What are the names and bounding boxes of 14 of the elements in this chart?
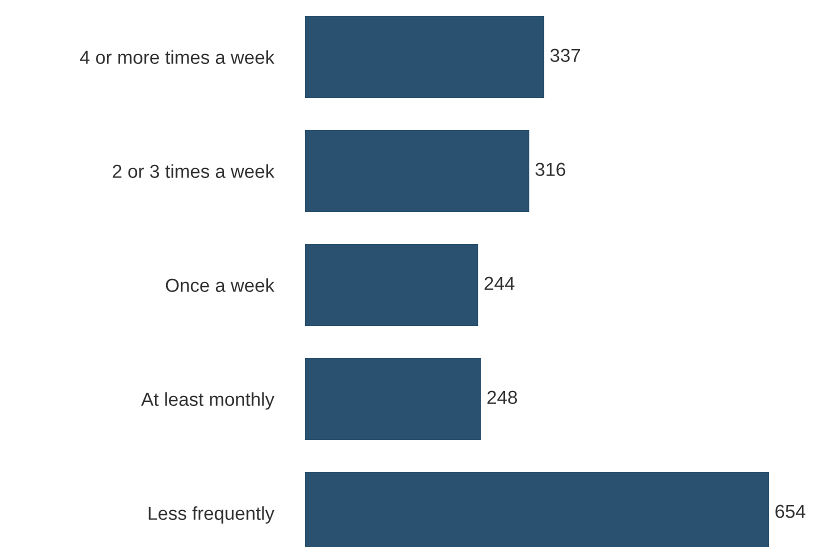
data-label: 248 — [487, 390, 517, 404]
data-label: 244 — [484, 276, 514, 290]
bar — [305, 130, 530, 212]
data-label: 654 — [776, 504, 806, 518]
bar — [305, 358, 481, 440]
y-tick-label: At least monthly — [141, 392, 274, 410]
data-label: 316 — [535, 162, 566, 176]
bar — [305, 16, 544, 98]
y-tick-label: Less frequently — [148, 506, 274, 524]
y-tick-label: 4 or more times a week — [80, 50, 274, 64]
y-tick-label: 2 or 3 times a week — [112, 164, 274, 178]
y-tick-label: Once a week — [166, 278, 274, 292]
data-label: 337 — [550, 48, 580, 62]
bar — [305, 244, 478, 326]
